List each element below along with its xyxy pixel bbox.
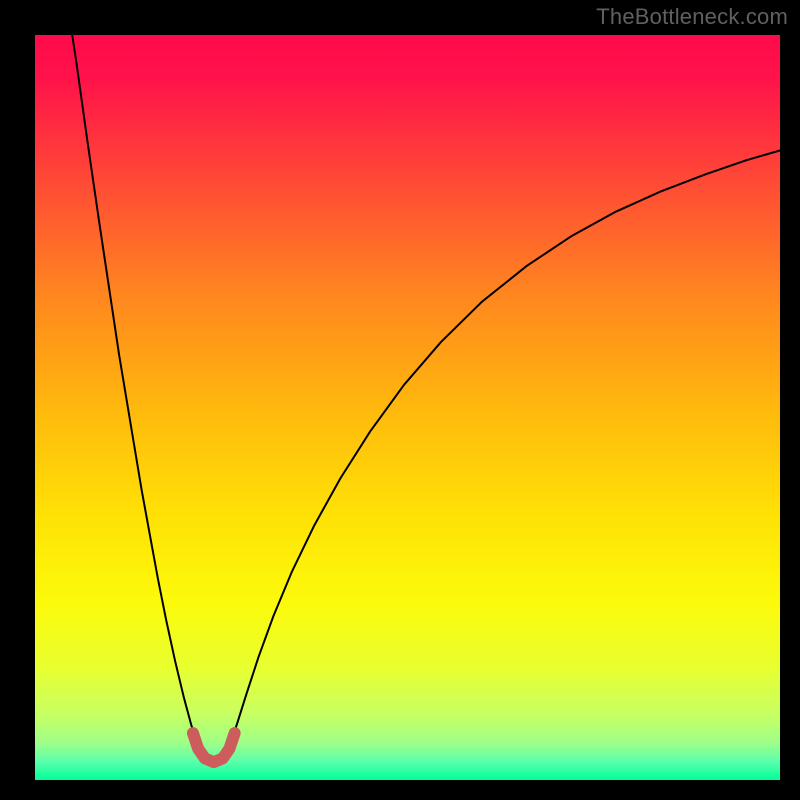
watermark-text: TheBottleneck.com [596, 4, 788, 30]
gradient-background [35, 35, 780, 780]
canvas-root: TheBottleneck.com [0, 0, 800, 800]
chart-region [35, 35, 780, 780]
